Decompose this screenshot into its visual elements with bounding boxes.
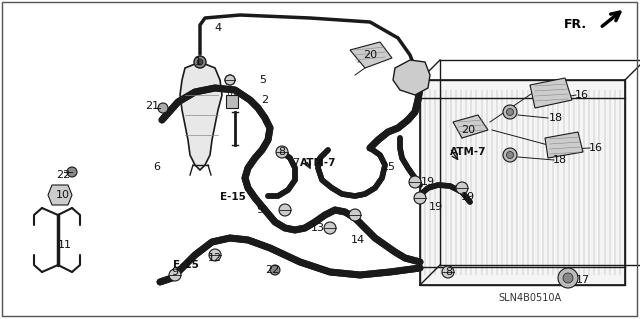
- Circle shape: [67, 167, 77, 177]
- Circle shape: [270, 265, 280, 275]
- Text: 1: 1: [195, 57, 202, 67]
- Polygon shape: [420, 80, 625, 285]
- Text: 17: 17: [576, 275, 590, 285]
- Circle shape: [209, 249, 221, 261]
- Circle shape: [194, 56, 206, 68]
- Circle shape: [503, 148, 517, 162]
- Text: 20: 20: [461, 125, 475, 135]
- Text: 14: 14: [351, 235, 365, 245]
- Circle shape: [563, 273, 573, 283]
- Text: 6: 6: [154, 162, 161, 172]
- Text: 9: 9: [257, 205, 264, 215]
- Text: 5: 5: [259, 75, 266, 85]
- Text: 15: 15: [382, 162, 396, 172]
- Text: 18: 18: [549, 113, 563, 123]
- Text: SLN4B0510A: SLN4B0510A: [499, 293, 561, 303]
- Circle shape: [349, 209, 361, 221]
- Circle shape: [279, 204, 291, 216]
- Text: 18: 18: [553, 155, 567, 165]
- Circle shape: [456, 182, 468, 194]
- Text: 2: 2: [261, 95, 269, 105]
- Text: 11: 11: [58, 240, 72, 250]
- Text: 19: 19: [429, 202, 443, 212]
- Text: 21: 21: [145, 101, 159, 111]
- Circle shape: [414, 192, 426, 204]
- Polygon shape: [545, 132, 583, 158]
- Text: 9: 9: [172, 267, 179, 277]
- Text: ATM-7: ATM-7: [300, 158, 336, 168]
- Text: 7: 7: [292, 158, 300, 168]
- Circle shape: [558, 268, 578, 288]
- Text: E-15: E-15: [220, 192, 246, 202]
- Circle shape: [442, 266, 454, 278]
- Text: 13: 13: [311, 223, 325, 233]
- Circle shape: [225, 75, 235, 85]
- Polygon shape: [453, 115, 488, 138]
- Circle shape: [169, 269, 181, 281]
- Polygon shape: [530, 78, 572, 108]
- Text: 8: 8: [278, 147, 285, 157]
- Circle shape: [506, 152, 513, 159]
- Text: 12: 12: [208, 253, 222, 263]
- Polygon shape: [226, 95, 238, 108]
- Text: 22: 22: [56, 170, 70, 180]
- Text: FR.: FR.: [564, 19, 587, 32]
- Polygon shape: [350, 42, 392, 68]
- Text: ATM-7: ATM-7: [450, 147, 486, 157]
- Text: 3: 3: [262, 115, 269, 125]
- Circle shape: [158, 103, 168, 113]
- Text: 19: 19: [421, 177, 435, 187]
- Polygon shape: [180, 62, 222, 170]
- Circle shape: [409, 176, 421, 188]
- Polygon shape: [48, 185, 72, 205]
- Circle shape: [276, 146, 288, 158]
- Text: 10: 10: [56, 190, 70, 200]
- Circle shape: [503, 105, 517, 119]
- Text: 8: 8: [445, 267, 452, 277]
- Text: 20: 20: [363, 50, 377, 60]
- Text: 16: 16: [589, 143, 603, 153]
- Circle shape: [324, 222, 336, 234]
- Circle shape: [197, 59, 203, 65]
- Text: 4: 4: [214, 23, 221, 33]
- Text: 22: 22: [265, 265, 279, 275]
- Circle shape: [225, 75, 235, 85]
- Circle shape: [506, 108, 513, 115]
- Polygon shape: [393, 60, 430, 95]
- Text: 19: 19: [461, 192, 475, 202]
- Text: E-15: E-15: [173, 260, 199, 270]
- Text: 16: 16: [575, 90, 589, 100]
